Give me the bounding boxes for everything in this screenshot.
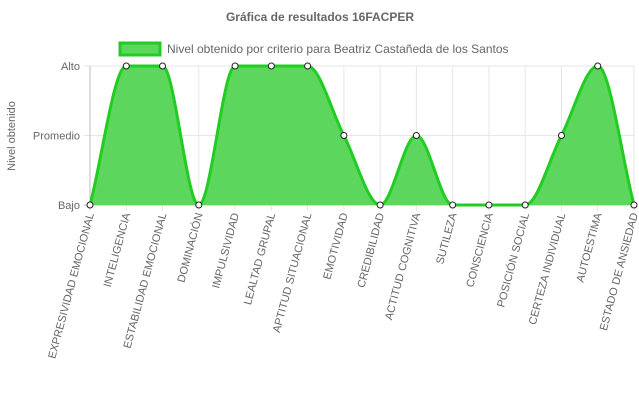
x-tick-label: EMOTIVIDAD xyxy=(321,212,350,281)
data-point[interactable] xyxy=(376,201,384,209)
data-point[interactable] xyxy=(630,201,638,209)
data-point[interactable] xyxy=(449,201,457,209)
x-tick-label: IMPULSIVIDAD xyxy=(210,212,242,290)
data-point[interactable] xyxy=(267,62,275,70)
data-points xyxy=(86,62,638,209)
x-tick-label: ESTABILIDAD EMOCIONAL xyxy=(122,212,170,350)
x-tick-label: SUTILEZA xyxy=(434,211,459,266)
x-tick-label: CERTEZA INDIVIDUAL xyxy=(527,212,568,327)
chart-title: Gráfica de resultados 16FACPER xyxy=(226,10,414,24)
data-point[interactable] xyxy=(485,201,493,209)
x-tick-label: DOMINACIÓN xyxy=(175,211,206,283)
data-point[interactable] xyxy=(231,62,239,70)
x-tick-label: INTELIGENCIA xyxy=(102,211,134,289)
x-tick-label: APTITUD SITUACIONAL xyxy=(271,212,315,334)
series-area xyxy=(88,64,636,207)
x-tick-label: CONSCIENCIA xyxy=(464,211,496,289)
data-point[interactable] xyxy=(521,201,529,209)
x-tick-label: POSICIÓN SOCIAL xyxy=(494,211,532,308)
data-point[interactable] xyxy=(594,62,602,70)
data-point[interactable] xyxy=(557,132,565,139)
data-point[interactable] xyxy=(159,62,167,70)
legend-swatch xyxy=(118,41,162,57)
data-point[interactable] xyxy=(122,62,130,70)
data-point[interactable] xyxy=(195,201,203,209)
y-tick-label: Promedio xyxy=(33,131,80,143)
x-tick-label: CREDIBILIDAD xyxy=(356,212,388,290)
x-tick-label: LEALTAD GRUPAL xyxy=(242,212,278,307)
data-point[interactable] xyxy=(304,62,312,70)
data-point[interactable] xyxy=(340,132,348,139)
series-line xyxy=(88,64,636,207)
y-tick-label: Alto xyxy=(61,61,80,73)
legend[interactable]: Nivel obtenido por criterio para Beatriz… xyxy=(118,41,509,57)
y-tick-label: Bajo xyxy=(58,200,80,212)
x-axis-ticks: EXPRESIVIDAD EMOCIONAL INTELIGENCIAESTABI… xyxy=(46,211,639,360)
y-axis-title: Nivel obtenido xyxy=(6,101,18,171)
legend-label: Nivel obtenido por criterio para Beatriz… xyxy=(167,42,509,56)
y-axis-ticks: Bajo Promedio Alto xyxy=(33,61,80,212)
x-tick-label: EXPRESIVIDAD EMOCIONAL xyxy=(46,212,97,360)
x-tick-label: ACTITUD COGNITIVA xyxy=(383,211,423,321)
series-area-fill xyxy=(90,66,634,205)
x-tick-label: AUTOESTIMA xyxy=(575,211,605,284)
x-tick-label: ESTADO DE ANSIEDAD xyxy=(598,212,639,332)
data-point[interactable] xyxy=(412,132,420,139)
data-point[interactable] xyxy=(86,201,94,209)
